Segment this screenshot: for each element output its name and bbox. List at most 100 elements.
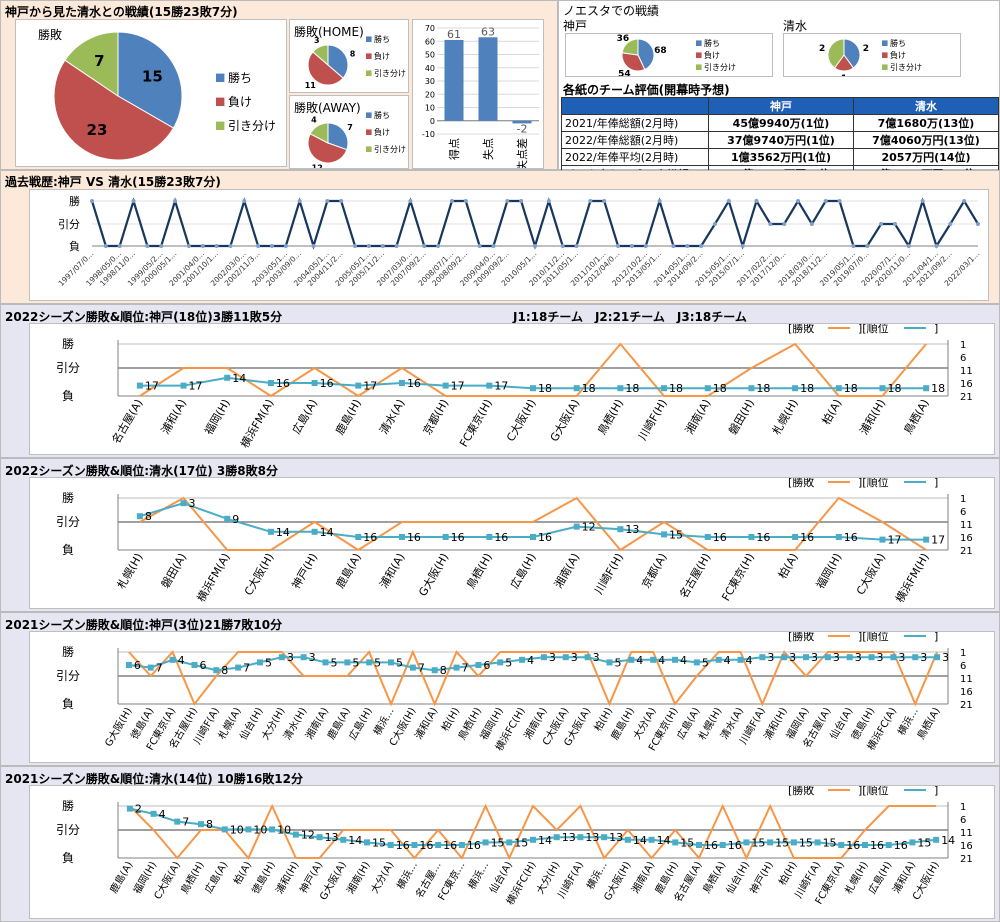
x-tick-label: 鳥栖(H) [594,397,626,438]
noesta-kobe-box: 68 54 36 勝ち 負け 引き分け [565,33,773,77]
rank-point [530,836,536,843]
rank-data-label: 14 [633,834,647,847]
rank-point [628,656,635,663]
rank-point [879,385,886,392]
rank-data-label: 15 [751,836,765,849]
y-tick-label: 負 [62,851,74,865]
rank-point [180,500,187,507]
rank-data-label: 18 [756,382,770,395]
noesta-title: ノエスタでの戦績 [563,4,660,18]
rank-data-label: 14 [348,834,362,847]
data-point [796,199,801,203]
rank-point [355,534,362,540]
rank-point [150,810,157,817]
series-line [139,342,927,398]
rank-data-label: 3 [767,651,774,664]
table-row: 2022/年俸総額(2月時) 37億9740万円(1位) 7億4060万円(13… [561,131,999,149]
overall-pie-title: 勝敗 [38,28,63,42]
rank-data-label: 16 [407,377,421,390]
rank-data-label: 16 [800,531,814,544]
pie-slice [53,59,175,161]
data-point [699,244,704,248]
rank-data-label: 6 [134,659,141,672]
rank-data-label: 18 [582,382,596,395]
legend-label: 負け [228,95,252,109]
eval-row-label: 2022/年俸平均(2月時) [561,148,709,166]
pie-slice [637,38,655,71]
data-point [463,199,468,203]
data-point [851,244,856,248]
eval-kobe-cell: 1億3562万円(1位) [708,148,854,166]
y-tick-label: 負 [62,389,74,403]
rank-data-label: 18 [844,382,858,395]
rank-point [475,662,482,668]
rank-point [366,659,373,666]
rank-data-label: 8 [221,664,228,677]
rank-data-label: 4 [746,654,753,667]
y-tick-label: 引分 [56,361,80,375]
rank-point [693,659,700,666]
legend-label: [勝敗 [788,478,814,489]
rank-tick-label: 21 [960,392,973,403]
rank-data-label: 6 [483,659,490,672]
season-2022-kobe-panel: 2022シーズン勝敗&順位:神戸(18位)3勝11敗5分 J1:18チーム J2… [0,304,1000,458]
pie-slice-label: 4 [311,116,317,125]
rank-point [292,831,299,838]
data-point [948,222,953,226]
table-row: 2022/年俸平均(2月時) 1億3562万円(1位) 2057万円(14位) [561,148,999,166]
data-point [768,222,773,226]
pie-slice [621,38,639,56]
legend-label: 引き分け [374,69,406,78]
rank-point [486,534,493,540]
rank-data-label: 17 [363,380,377,393]
rank-point [650,656,657,663]
rank-data-label: 15 [372,836,386,849]
rank-data-label: 3 [189,497,196,510]
data-point [657,199,662,203]
rank-point [180,382,187,389]
rank-point [573,385,580,392]
x-tick-label: 湘南(A) [551,551,582,591]
legend-swatch [882,64,888,70]
rank-point [398,380,405,386]
rank-data-label: 3 [811,651,818,664]
eval-row-label: 2021/年俸総額(2月時) [561,114,709,132]
rank-point [174,818,181,825]
rank-point [704,534,711,540]
y-tick-label: 勝 [69,194,80,208]
data-point [616,244,621,248]
rank-point [267,380,274,386]
rank-point [431,667,438,674]
x-tick-label: 横浜FM(H) [892,551,931,605]
pie-slice-label: 7 [347,123,353,132]
rank-tick-label: 6 [960,507,966,518]
x-tick-label: 鹿島(A) [333,551,364,591]
legend-label: 負け [374,51,390,61]
x-tick-label: 名古屋(H) [676,551,713,601]
rank-point [814,839,821,846]
rank-point [398,534,405,540]
rank-point [719,842,726,848]
data-point [145,244,150,248]
rank-point [824,654,831,661]
rank-point [344,659,351,666]
rank-data-label: 17 [494,380,508,393]
bar [444,39,464,121]
rank-data-label: 15 [669,528,683,541]
rank-point [838,842,845,848]
rank-point [169,656,176,663]
data-point [477,244,482,248]
pie-slice-label: 2 [863,44,869,54]
rank-data-label: 3 [593,651,600,664]
rank-point [278,654,285,661]
rank-data-label: 4 [724,654,731,667]
data-point [449,199,454,203]
rank-point [311,528,318,535]
data-point [588,199,593,203]
data-point [726,199,731,203]
bar [478,37,498,121]
rank-point [862,842,868,848]
rank-data-label: 7 [156,662,163,675]
rank-data-label: 3 [833,651,840,664]
